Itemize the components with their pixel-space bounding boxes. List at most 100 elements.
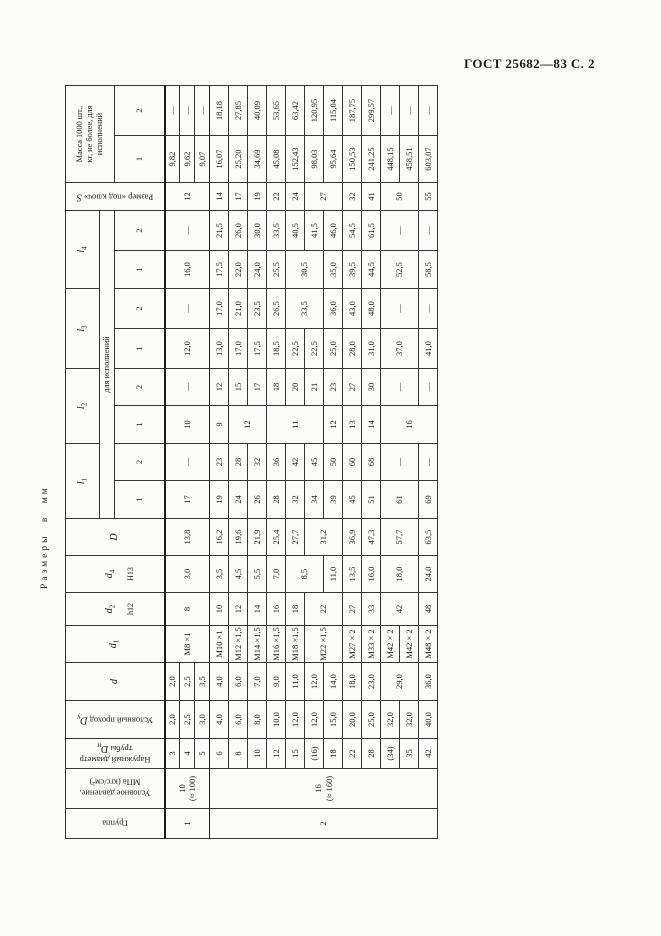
header-l1-exec-2: 2 xyxy=(114,443,165,481)
cell-m1-row12: 241,25 xyxy=(361,135,381,183)
cell-l3_2-row12: 48,0 xyxy=(361,288,381,329)
cell-l4_1-row11: 39,5 xyxy=(342,250,362,289)
cell-m1-row9: 98,03 xyxy=(304,135,324,183)
cell-m2-row2: — xyxy=(179,85,195,136)
cell-l4_1-row13: 52,5 xyxy=(380,250,419,289)
page-title: ГОСТ 25682—83 С. 2 xyxy=(464,56,595,71)
cell-dn-row6: 10 xyxy=(247,738,267,769)
cell-d-row7: 9,0 xyxy=(266,662,286,701)
cell-m2-row8: 63,42 xyxy=(285,85,305,136)
cell-dn-row14: 35 xyxy=(399,738,419,769)
cell-d-row2: 2,5 xyxy=(179,662,195,701)
cell-du-row5: 6,0 xyxy=(228,700,248,739)
cell-l1_2-row9: 45 xyxy=(304,443,324,481)
cell-l3_1-row8: 22,5 xyxy=(285,328,305,369)
cell-l1_2-row10: 50 xyxy=(323,443,343,481)
cell-l2_2-row6: 17 xyxy=(247,368,267,406)
cell-m1-row11: 150,53 xyxy=(342,135,362,183)
cell-m1-row13: 448,15 xyxy=(380,135,400,183)
cell-l4_2-row6: 30,0 xyxy=(247,210,267,251)
header-mass: Масса 1000 шт., кг, не более, для исполнен… xyxy=(65,85,115,183)
header-D: D xyxy=(65,518,165,556)
cell-m1-row7: 45,08 xyxy=(266,135,286,183)
cell-m2-row11: 187,75 xyxy=(342,85,362,136)
dimensions-table: Группа Условное давление, МПа (кгс/см²) Н… xyxy=(65,85,438,839)
table-row: 15 12,0 11,0 М18 ×1,5 18 8,5 27,7 32 42 20 22,5 33,… xyxy=(285,85,324,839)
cell-gruppa-row4: 2 xyxy=(209,808,438,839)
cell-d4-row12: 16,0 xyxy=(361,555,381,593)
cell-l3_2-row11: 43,0 xyxy=(342,288,362,329)
cell-m2-row9: 120,95 xyxy=(304,85,324,136)
cell-m1-row4: 16,07 xyxy=(209,135,229,183)
table-row: 28 25,0 23,0 М33 × 2 33 16,0 47,3 51 68 14 30 31,0 4… xyxy=(361,85,381,839)
cell-l3_1-row6: 17,5 xyxy=(247,328,267,369)
cell-du-row11: 20,0 xyxy=(342,700,362,739)
cell-d1-row11: М27 × 2 xyxy=(342,625,362,663)
cell-d1-row7: М16 ×1,5 xyxy=(266,625,286,663)
table-row: 42 40,0 36,0 М48 × 2 48 24,0 63,5 69— —41,0—58,5… xyxy=(418,85,438,839)
cell-l1_1-row8: 32 xyxy=(285,480,305,519)
cell-d4-row8: 8,5 xyxy=(285,555,324,593)
cell-Dbig-row6: 21,9 xyxy=(247,518,267,556)
cell-l3_2-row15: — xyxy=(418,288,438,329)
cell-l1_2-row13: — xyxy=(380,443,419,481)
header-d2-tolerance: h12 xyxy=(125,603,135,615)
cell-dn-row2: 4 xyxy=(179,738,195,769)
cell-l4_1-row7: 25,5 xyxy=(266,250,286,289)
header-mass-exec-1: 1 xyxy=(114,135,165,183)
cell-l4_2-row11: 54,5 xyxy=(342,210,362,251)
cell-l1_1-row11: 45 xyxy=(342,480,362,519)
table-row: 8 6,0 6,0 М12 ×1,5 12 4,5 19,6 24 28 12 15 17,0 21,0… xyxy=(228,85,267,839)
cell-d4-row10: 11,0 xyxy=(323,555,343,593)
cell-du-row7: 10,0 xyxy=(266,700,286,739)
cell-d-row1: 2,0 xyxy=(164,662,180,701)
cell-m1-row5: 25,20 xyxy=(228,135,248,183)
header-ispolneniy: для исполнений xyxy=(99,210,115,519)
cell-dn-row5: 8 xyxy=(228,738,248,769)
header-d2: d2 h12 xyxy=(65,592,165,626)
cell-dn-row8: 15 xyxy=(285,738,305,769)
cell-l1_2-row7: 36 xyxy=(266,443,286,481)
cell-d-row4: 4,0 xyxy=(209,662,229,701)
header-l2: l2 xyxy=(65,368,100,444)
cell-d1-row1: М8 ×1 xyxy=(164,625,210,663)
table-row: 22 20,0 18,0 М27 × 2 27 13,5 36,9 45 60 13 27 28,0 4… xyxy=(342,85,362,839)
header-s-label: Размер «под ключ» S xyxy=(76,191,154,203)
cell-d1-row5: М12 ×1,5 xyxy=(228,625,248,663)
cell-d1-row15: М48 × 2 xyxy=(418,625,438,663)
header-l3-exec-2: 2 xyxy=(114,288,165,329)
cell-l3_1-row13: 37,0 xyxy=(380,328,419,369)
cell-l2_1-row4: 9 xyxy=(209,405,229,444)
cell-d1-row12: М33 × 2 xyxy=(361,625,381,663)
header-l3-exec-1: 1 xyxy=(114,328,165,369)
header-l1-exec-1: 1 xyxy=(114,480,165,519)
cell-l2_2-row4: 12 xyxy=(209,368,229,406)
cell-l1_2-row5: 28 xyxy=(228,443,248,481)
header-d1: d1 xyxy=(65,625,165,663)
cell-du-row10: 15,0 xyxy=(323,700,343,739)
header-gruppa-label: Группа xyxy=(101,818,128,829)
header-dn-label: Наружный диаметр трубы Dн xyxy=(79,742,151,766)
cell-l1_1-row4: 19 xyxy=(209,480,229,519)
header-l3: l3 xyxy=(65,288,100,369)
cell-d1-row6: М14 ×1,5 xyxy=(247,625,267,663)
cell-l4_2-row5: 26,0 xyxy=(228,210,248,251)
cell-d-row15: 36,0 xyxy=(418,662,438,701)
cell-d2-row13: 42 xyxy=(380,592,419,626)
cell-m2-row7: 53,65 xyxy=(266,85,286,136)
cell-l3_2-row6: 23,5 xyxy=(247,288,267,329)
cell-d-row10: 14,0 xyxy=(323,662,343,701)
table-row: (34) 32,0 29,0 М42 × 2 42 18,0 57,7 61—16—37,0—… xyxy=(380,85,438,839)
table-body: 1 10 (≈ 100) 3 2,0 2,0 М8 ×1 8 3,0 13,8 17—10—12,… xyxy=(164,85,438,839)
cell-l3_2-row4: 17,0 xyxy=(209,288,229,329)
cell-l4_2-row9: 41,5 xyxy=(304,210,324,251)
cell-davlenie-row1: 10 (≈ 100) xyxy=(164,768,210,809)
cell-dn-row3: 5 xyxy=(194,738,210,769)
cell-d2-row9: 22 xyxy=(304,592,343,626)
cell-l2_2-row8: 20 xyxy=(285,368,305,406)
header-dn: Наружный диаметр трубы Dн xyxy=(65,738,165,769)
cell-s-row6: 19 xyxy=(247,182,267,211)
cell-d-row11: 18,0 xyxy=(342,662,362,701)
cell-s-row11: 32 xyxy=(342,182,362,211)
